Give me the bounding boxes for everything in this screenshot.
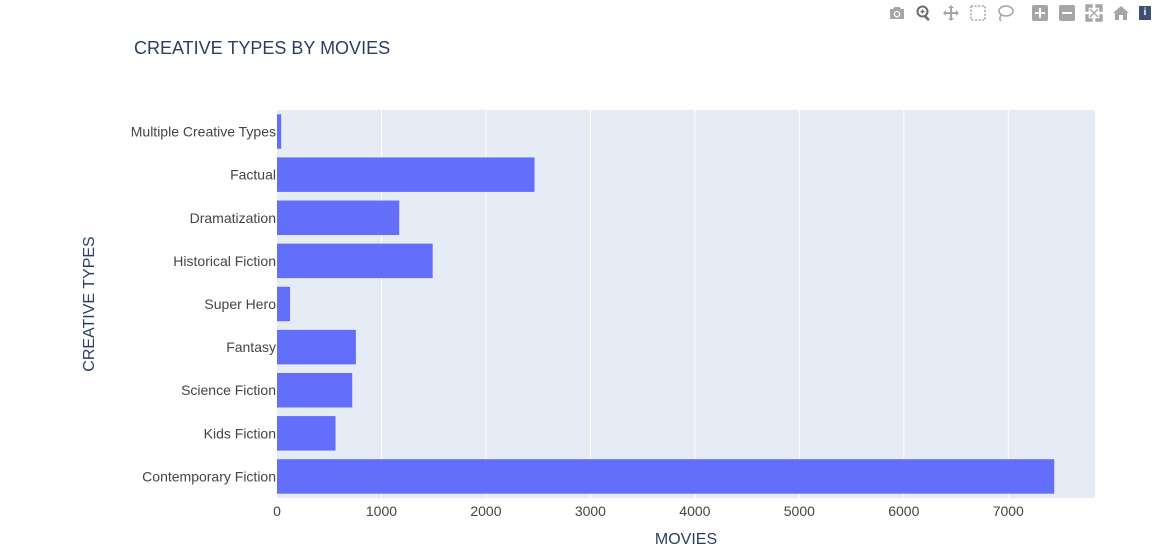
autoscale-icon[interactable] — [1083, 2, 1105, 24]
bar[interactable] — [277, 416, 336, 451]
x-tick-label: 4000 — [679, 503, 710, 519]
y-axis-title: CREATIVE TYPES — [81, 236, 98, 371]
plotly-logo[interactable]: i — [1139, 6, 1151, 20]
reset-axes-icon[interactable] — [1110, 2, 1132, 24]
x-tick-label: 6000 — [888, 503, 919, 519]
x-tick-label: 1000 — [366, 503, 397, 519]
x-tick-labels: 0 1000 2000 3000 4000 5000 6000 7000 — [273, 503, 1024, 519]
bar[interactable] — [277, 200, 400, 236]
y-tick-label: Historical Fiction — [173, 253, 276, 269]
y-tick-labels: Contemporary Fiction Kids Fiction Science … — [131, 124, 276, 485]
y-tick-label: Fantasy — [226, 339, 276, 355]
zoom-in-icon[interactable] — [1029, 2, 1051, 24]
bar[interactable] — [277, 243, 433, 279]
x-tick-label: 7000 — [993, 503, 1024, 519]
y-tick-label: Kids Fiction — [204, 425, 276, 441]
bars — [277, 114, 1055, 494]
zoom-icon[interactable] — [913, 2, 935, 24]
camera-icon[interactable] — [886, 2, 908, 24]
bar[interactable] — [277, 157, 535, 192]
y-tick-label: Factual — [230, 167, 276, 183]
y-tick-label: Multiple Creative Types — [131, 124, 276, 140]
x-tick-label: 2000 — [470, 503, 501, 519]
y-tick-label: Contemporary Fiction — [142, 468, 276, 484]
bar[interactable] — [277, 372, 353, 408]
zoom-out-icon[interactable] — [1056, 2, 1078, 24]
x-tick-label: 0 — [273, 503, 281, 519]
bar[interactable] — [277, 329, 356, 365]
modebar: i — [886, 2, 1151, 24]
y-tick-label: Dramatization — [190, 210, 276, 226]
bar[interactable] — [277, 114, 282, 149]
y-tick-label: Super Hero — [204, 296, 276, 312]
pan-icon[interactable] — [940, 2, 962, 24]
bar[interactable] — [277, 459, 1055, 494]
y-tick-label: Science Fiction — [181, 382, 276, 398]
chart-title: CREATIVE TYPES BY MOVIES — [134, 38, 390, 58]
x-axis-title: MOVIES — [655, 531, 717, 548]
bar[interactable] — [277, 286, 291, 322]
x-tick-label: 3000 — [575, 503, 606, 519]
lasso-select-icon[interactable] — [994, 2, 1016, 24]
x-tick-label: 5000 — [784, 503, 815, 519]
